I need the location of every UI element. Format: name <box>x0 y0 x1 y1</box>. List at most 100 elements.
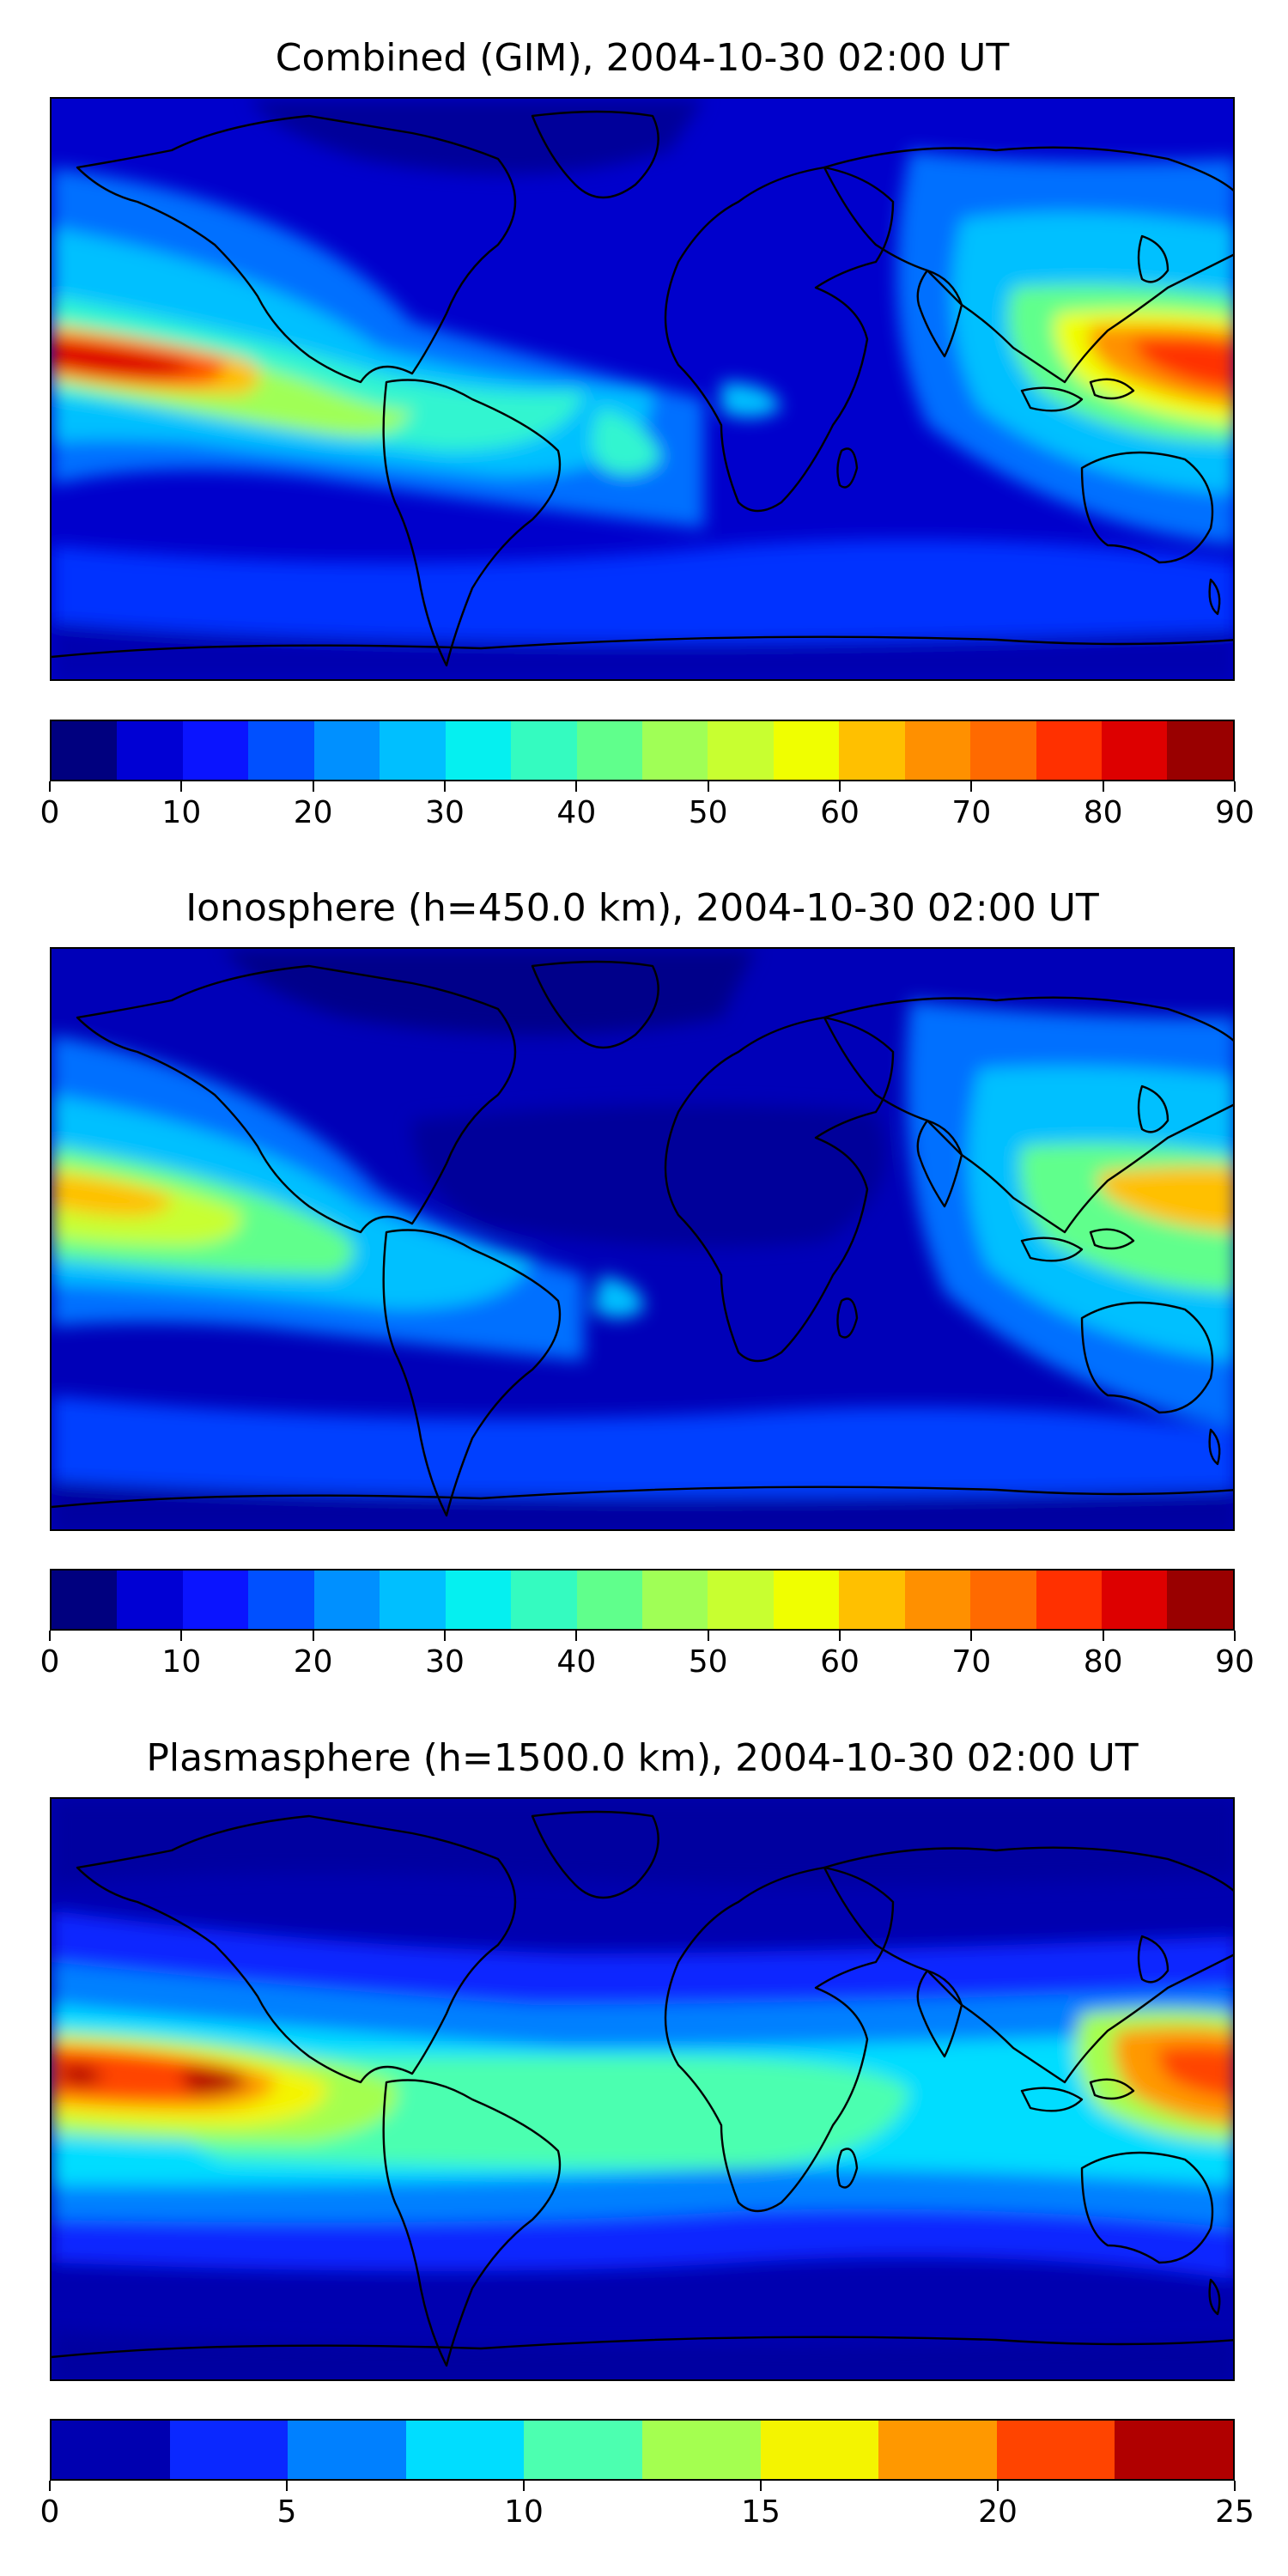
colorbar-tick-label: 25 <box>1215 2494 1255 2530</box>
colorbar-segment <box>576 1571 642 1629</box>
colorbar-segment <box>641 721 708 780</box>
colorbar-segment <box>1102 721 1168 780</box>
colorbar-tick <box>839 781 841 792</box>
colorbar-segment <box>288 2421 406 2479</box>
colorbar-tick <box>286 2481 288 2491</box>
colorbar-segment <box>970 721 1036 780</box>
colorbar-segment <box>708 1571 774 1629</box>
colorbar-segment <box>445 721 512 780</box>
colorbar-segment <box>169 2421 289 2479</box>
colorbar-segment <box>117 721 183 780</box>
colorbar-tick <box>523 2481 525 2491</box>
colorbar-tick <box>1234 1631 1236 1641</box>
colorbar-segment <box>1036 1571 1102 1629</box>
colorbar-segment <box>52 2421 170 2479</box>
colorbar-segment <box>904 1571 971 1629</box>
colorbar-segment <box>1102 1571 1168 1629</box>
colorbar-tick-label: 30 <box>425 1644 465 1680</box>
colorbar-segment <box>773 721 840 780</box>
colorbar-segment <box>641 2421 761 2479</box>
colorbar-tick <box>575 1631 578 1641</box>
panel-1-coastlines <box>52 110 1233 667</box>
colorbar-tick-label: 50 <box>688 795 728 830</box>
colorbar-segment <box>445 1571 512 1629</box>
colorbar-tick-label: 60 <box>820 795 860 830</box>
colorbar-tick <box>49 1631 51 1641</box>
colorbar-segment <box>52 1571 118 1629</box>
colorbar-segment <box>248 721 314 780</box>
colorbar-tick-label: 40 <box>556 795 597 830</box>
colorbar-segment <box>1167 721 1233 780</box>
colorbar-segment <box>1036 721 1102 780</box>
colorbar-tick <box>49 2481 51 2491</box>
colorbar-segment <box>117 1571 183 1629</box>
colorbar-segment <box>878 2421 997 2479</box>
colorbar-tick-label: 0 <box>39 2494 60 2530</box>
panel-3-colorbar <box>50 2419 1235 2481</box>
panel-3-coastlines <box>52 1810 1233 2367</box>
colorbar-segment <box>313 721 380 780</box>
colorbar-tick <box>49 781 51 792</box>
colorbar-tick-label: 20 <box>293 795 333 830</box>
colorbar-tick-label: 40 <box>556 1644 597 1680</box>
panel-2-colorbar-ticks: 0 10 20 30 40 50 60 70 80 90 <box>40 1631 1255 1680</box>
colorbar-segment <box>576 721 642 780</box>
colorbar-tick-label: 50 <box>688 1644 728 1680</box>
colorbar-tick-label: 20 <box>978 2494 1018 2530</box>
colorbar-tick <box>575 781 578 792</box>
colorbar-tick-label: 5 <box>276 2494 297 2530</box>
colorbar-segment <box>405 2421 525 2479</box>
colorbar-segment <box>52 721 118 780</box>
colorbar-tick <box>839 1631 841 1641</box>
colorbar-segment <box>313 1571 380 1629</box>
panel-1-title: Combined (GIM), 2004-10-30 02:00 UT <box>275 36 1010 80</box>
colorbar-tick <box>760 2481 762 2491</box>
panel-3-map-svg <box>52 1799 1233 2379</box>
panel-1-map <box>50 97 1235 681</box>
colorbar-segment <box>511 721 577 780</box>
colorbar-tick-label: 0 <box>39 1644 60 1680</box>
panel-2-coastlines <box>52 960 1233 1517</box>
panel-3-colorbar-ticks: 0 5 10 15 20 25 <box>40 2481 1255 2530</box>
colorbar-tick-label: 70 <box>951 1644 992 1680</box>
panel-3-title: Plasmasphere (h=1500.0 km), 2004-10-30 0… <box>146 1736 1139 1780</box>
colorbar-tick-label: 80 <box>1083 1644 1123 1680</box>
colorbar-tick <box>707 781 709 792</box>
colorbar-tick <box>180 1631 183 1641</box>
panel-1-tec-field <box>52 99 1233 679</box>
colorbar-tick <box>707 1631 709 1641</box>
colorbar-segment <box>511 1571 577 1629</box>
colorbar-tick <box>1234 2481 1236 2491</box>
colorbar-segment <box>182 721 249 780</box>
panel-2-colorbar <box>50 1569 1235 1631</box>
colorbar-tick <box>1102 1631 1104 1641</box>
colorbar-tick-label: 10 <box>504 2494 544 2530</box>
colorbar-tick-label: 20 <box>293 1644 333 1680</box>
colorbar-tick <box>997 2481 999 2491</box>
colorbar-tick-label: 10 <box>161 795 202 830</box>
colorbar-tick <box>970 781 973 792</box>
colorbar-tick-label: 15 <box>741 2494 781 2530</box>
colorbar-tick <box>1102 781 1104 792</box>
panel-1-colorbar-ticks: 0 10 20 30 40 50 60 70 80 90 <box>40 781 1255 830</box>
panel-2-map <box>50 947 1235 1531</box>
panel-2-title: Ionosphere (h=450.0 km), 2004-10-30 02:0… <box>185 886 1099 930</box>
colorbar-segment <box>1115 2421 1233 2479</box>
colorbar-tick <box>444 1631 446 1641</box>
colorbar-tick <box>312 1631 314 1641</box>
colorbar-segment <box>524 2421 642 2479</box>
colorbar-segment <box>248 1571 314 1629</box>
panel-1-map-svg <box>52 99 1233 679</box>
colorbar-segment <box>904 721 971 780</box>
colorbar-segment <box>839 1571 905 1629</box>
colorbar-tick-label: 80 <box>1083 795 1123 830</box>
colorbar-tick <box>444 781 446 792</box>
colorbar-tick-label: 70 <box>951 795 992 830</box>
panel-3-tec-field <box>52 1799 1233 2379</box>
panel-3-map <box>50 1797 1235 2381</box>
colorbar-segment <box>970 1571 1036 1629</box>
colorbar-segment <box>1167 1571 1233 1629</box>
colorbar-segment <box>380 721 446 780</box>
colorbar-segment <box>182 1571 249 1629</box>
colorbar-tick-label: 0 <box>39 795 60 830</box>
